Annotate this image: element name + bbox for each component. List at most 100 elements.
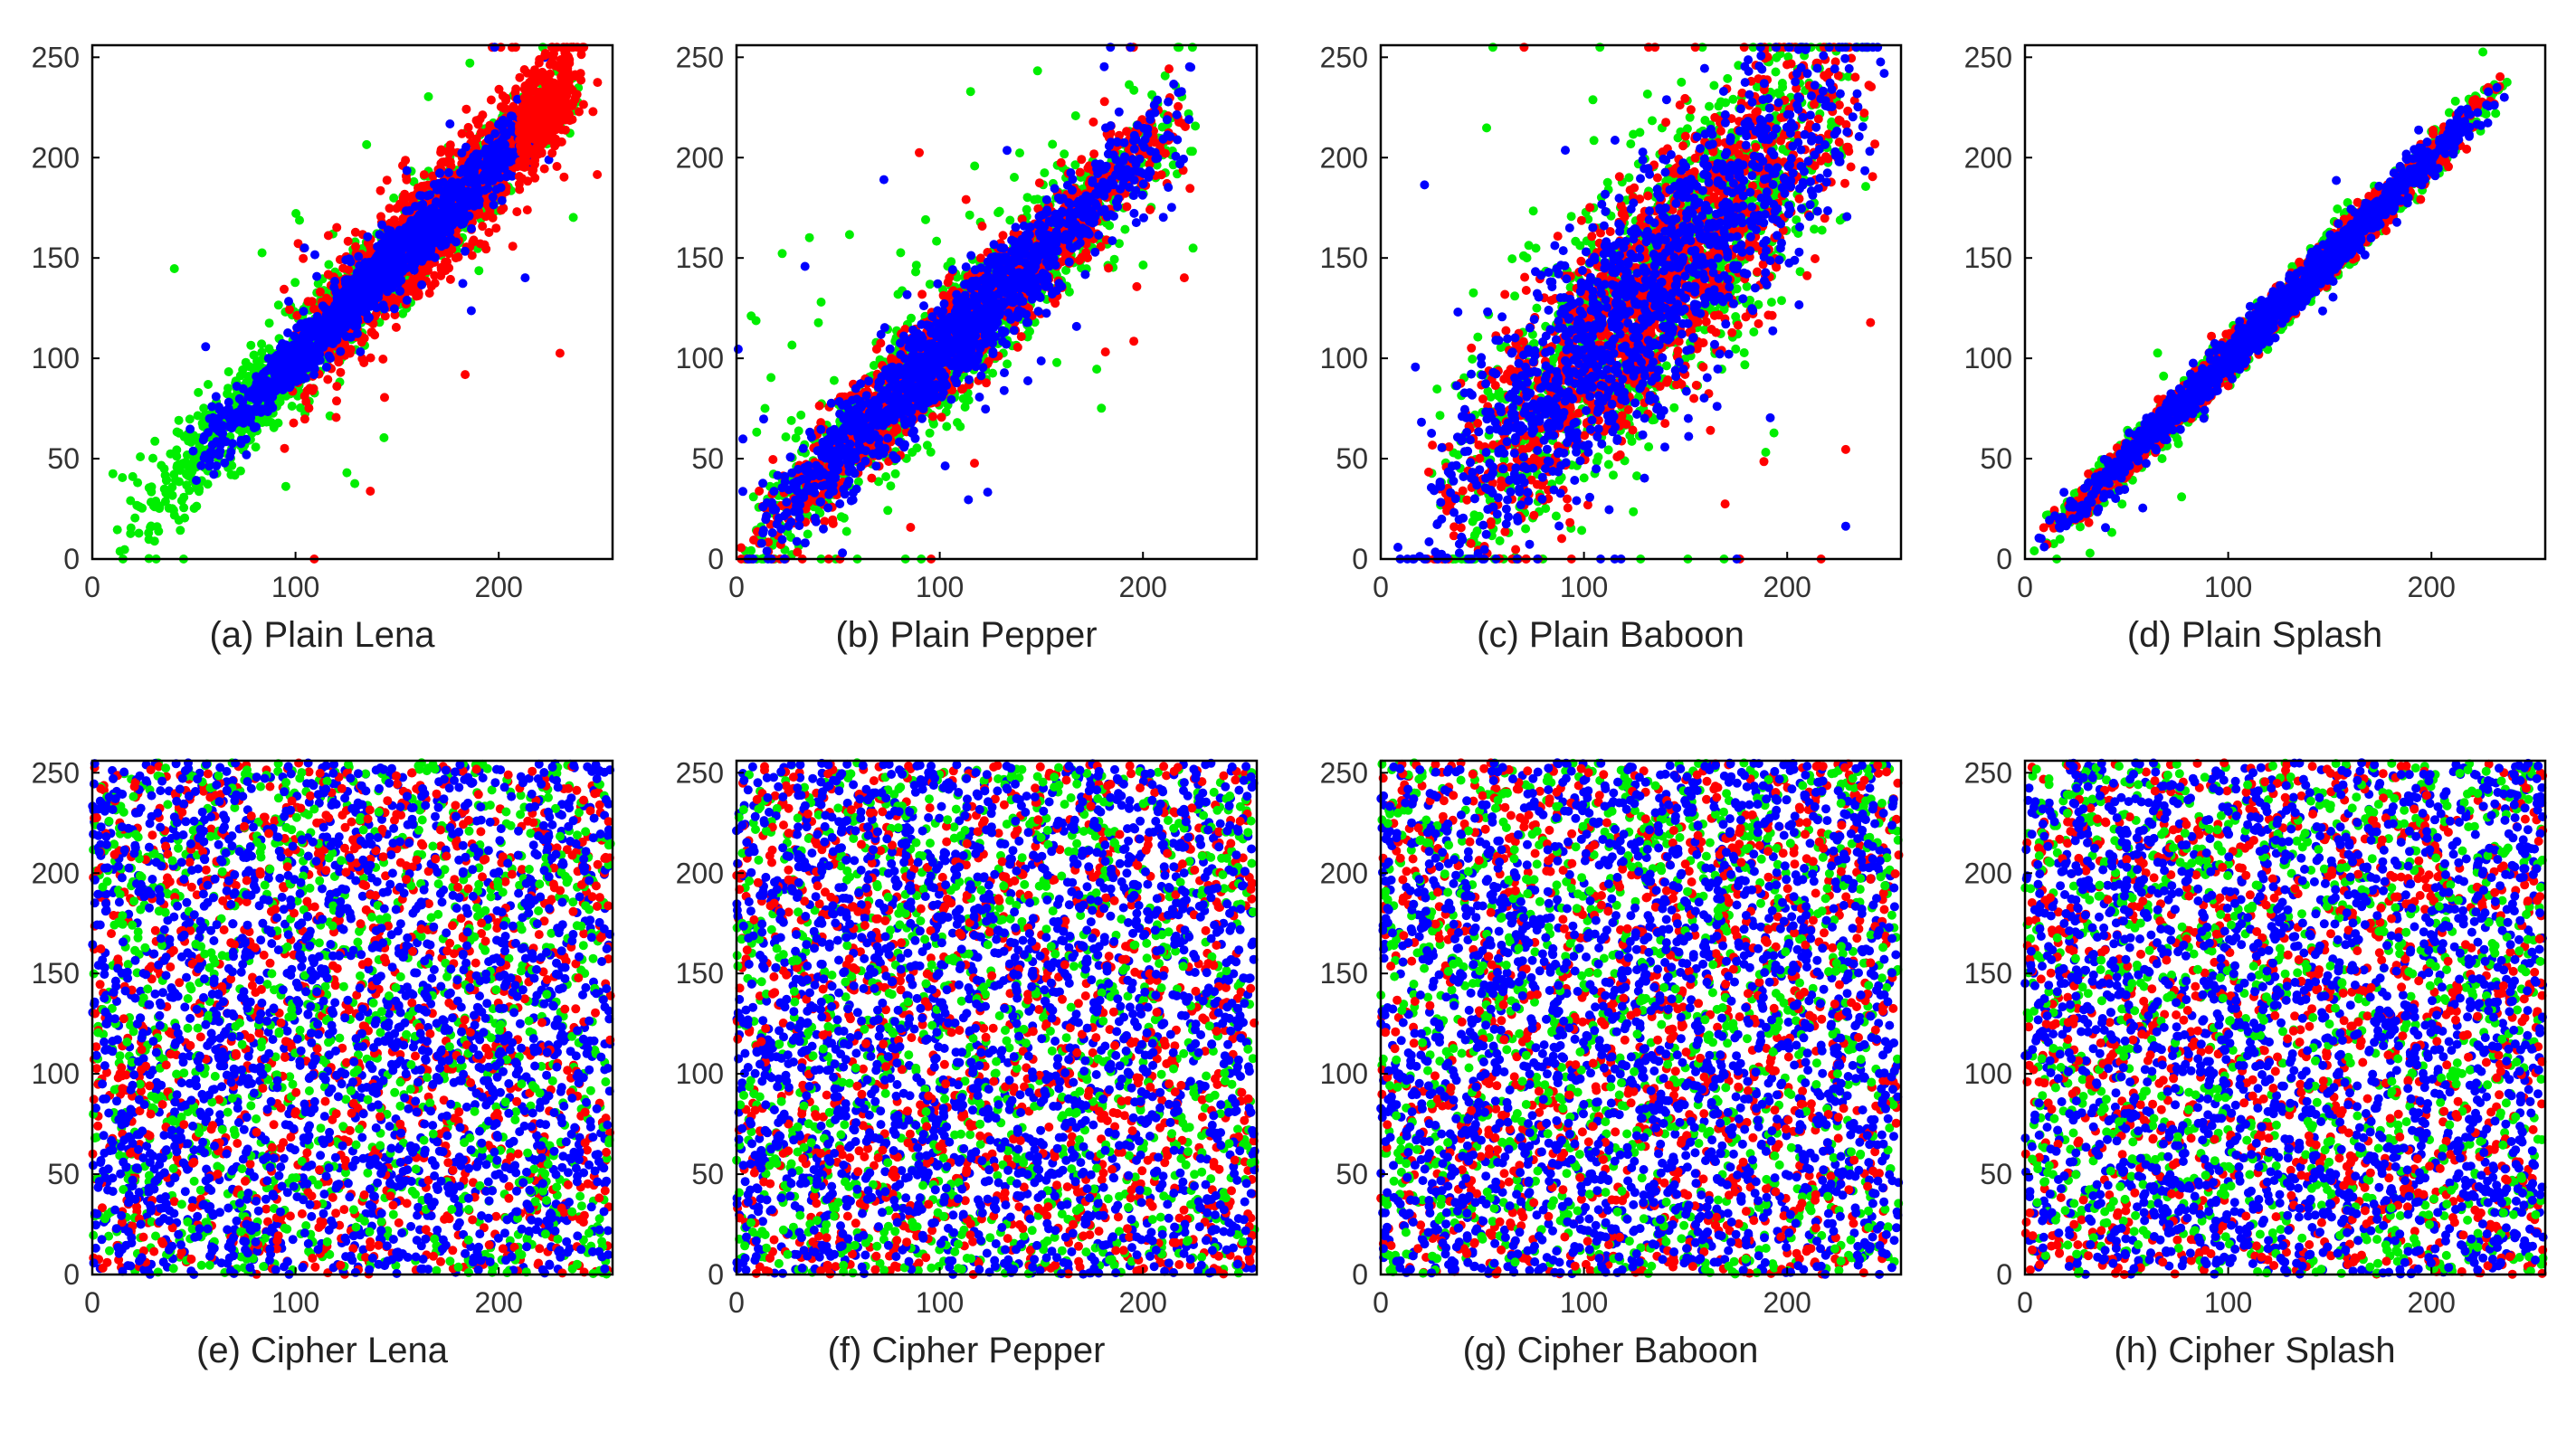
data-point-r [478, 110, 488, 120]
data-point-r [395, 199, 404, 209]
data-point-r [457, 128, 467, 138]
data-point-b [351, 281, 361, 291]
data-point-g [172, 445, 182, 455]
data-point-g [179, 503, 189, 513]
data-point-b [471, 183, 480, 193]
data-point-r [346, 345, 356, 355]
data-point-b [473, 152, 483, 162]
data-point-b [467, 223, 476, 233]
data-point-b [218, 422, 228, 431]
data-point-g [227, 460, 237, 470]
data-point-r [514, 179, 524, 189]
data-point-g [1138, 261, 1148, 270]
data-point-g [1061, 265, 1071, 275]
data-point-b [352, 328, 362, 338]
data-point-r [451, 253, 461, 263]
data-point-b [316, 334, 326, 344]
data-point-g [204, 380, 213, 389]
data-point-b [481, 144, 490, 154]
data-point-r [533, 126, 543, 136]
data-point-r [573, 43, 583, 52]
data-point-r [444, 148, 454, 158]
data-point-b [328, 304, 338, 313]
data-point-r [465, 130, 475, 140]
data-point-r [559, 71, 568, 81]
data-point-g [389, 193, 399, 203]
axes-box [90, 43, 614, 561]
data-point-r [565, 55, 575, 64]
data-point-g [149, 536, 159, 546]
data-point-r [532, 142, 542, 151]
data-point-b [375, 230, 385, 240]
data-point-b [271, 386, 280, 396]
data-point-r [445, 274, 455, 284]
data-point-b [212, 461, 222, 471]
data-point-b [211, 423, 221, 433]
data-point-r [571, 71, 580, 81]
data-point-b [470, 201, 479, 211]
data-point-r [424, 289, 434, 299]
data-point-g [108, 469, 118, 479]
data-point-r [537, 100, 547, 109]
data-point-r [441, 257, 451, 267]
data-point-b [309, 358, 318, 368]
data-point-r [481, 244, 491, 254]
data-point-g [568, 213, 578, 223]
x-tick-label: 100 [271, 571, 319, 603]
data-point-b [418, 249, 428, 259]
data-point-r [323, 270, 333, 280]
data-point-r [408, 280, 418, 290]
data-point-r [413, 289, 423, 299]
data-point-r [562, 43, 572, 52]
data-point-b [498, 149, 508, 159]
data-point-r [380, 393, 389, 403]
data-point-r [525, 119, 535, 129]
data-point-b [261, 391, 271, 401]
data-point-r [556, 63, 566, 73]
data-point-g [1160, 71, 1170, 81]
data-point-b [439, 224, 449, 234]
data-point-g [182, 480, 192, 490]
data-point-b [403, 254, 413, 264]
data-point-g [251, 442, 261, 452]
data-point-g [118, 473, 128, 482]
data-point-r [332, 396, 341, 406]
data-point-b [204, 461, 214, 471]
data-point-r [359, 333, 369, 343]
data-point-r [299, 414, 309, 424]
data-point-g [1048, 139, 1058, 149]
data-point-g [791, 433, 801, 443]
data-point-g [804, 232, 814, 242]
data-point-b [223, 403, 233, 413]
data-point-b [200, 450, 210, 460]
data-point-g [176, 526, 185, 535]
data-point-r [555, 348, 565, 358]
data-point-b [363, 272, 372, 281]
y-tick-label: 150 [32, 242, 80, 274]
data-point-g [176, 496, 186, 506]
data-point-b [396, 259, 405, 269]
data-point-b [384, 242, 394, 251]
data-point-b [383, 225, 393, 235]
data-point-r [378, 355, 388, 364]
scatter-panel-b: 0 100 200 0 50 100 150 200 250 (b) Plain Pepper [644, 0, 1288, 716]
data-point-b [220, 458, 230, 468]
data-point-g [155, 501, 165, 511]
data-point-r [400, 189, 410, 199]
data-point-g [168, 506, 178, 516]
data-point-r [302, 386, 312, 395]
data-point-g [128, 471, 138, 481]
data-point-g [883, 506, 893, 516]
data-point-b [207, 402, 217, 412]
data-point-b [394, 286, 404, 296]
data-point-r [497, 205, 507, 215]
y-tick-label: 0 [63, 543, 80, 575]
data-point-r [521, 135, 531, 145]
data-point-g [474, 266, 484, 276]
data-point-b [482, 155, 492, 165]
data-point-b [508, 171, 517, 181]
data-point-b [491, 185, 501, 194]
data-point-r [357, 354, 367, 364]
data-point-b [309, 370, 318, 380]
